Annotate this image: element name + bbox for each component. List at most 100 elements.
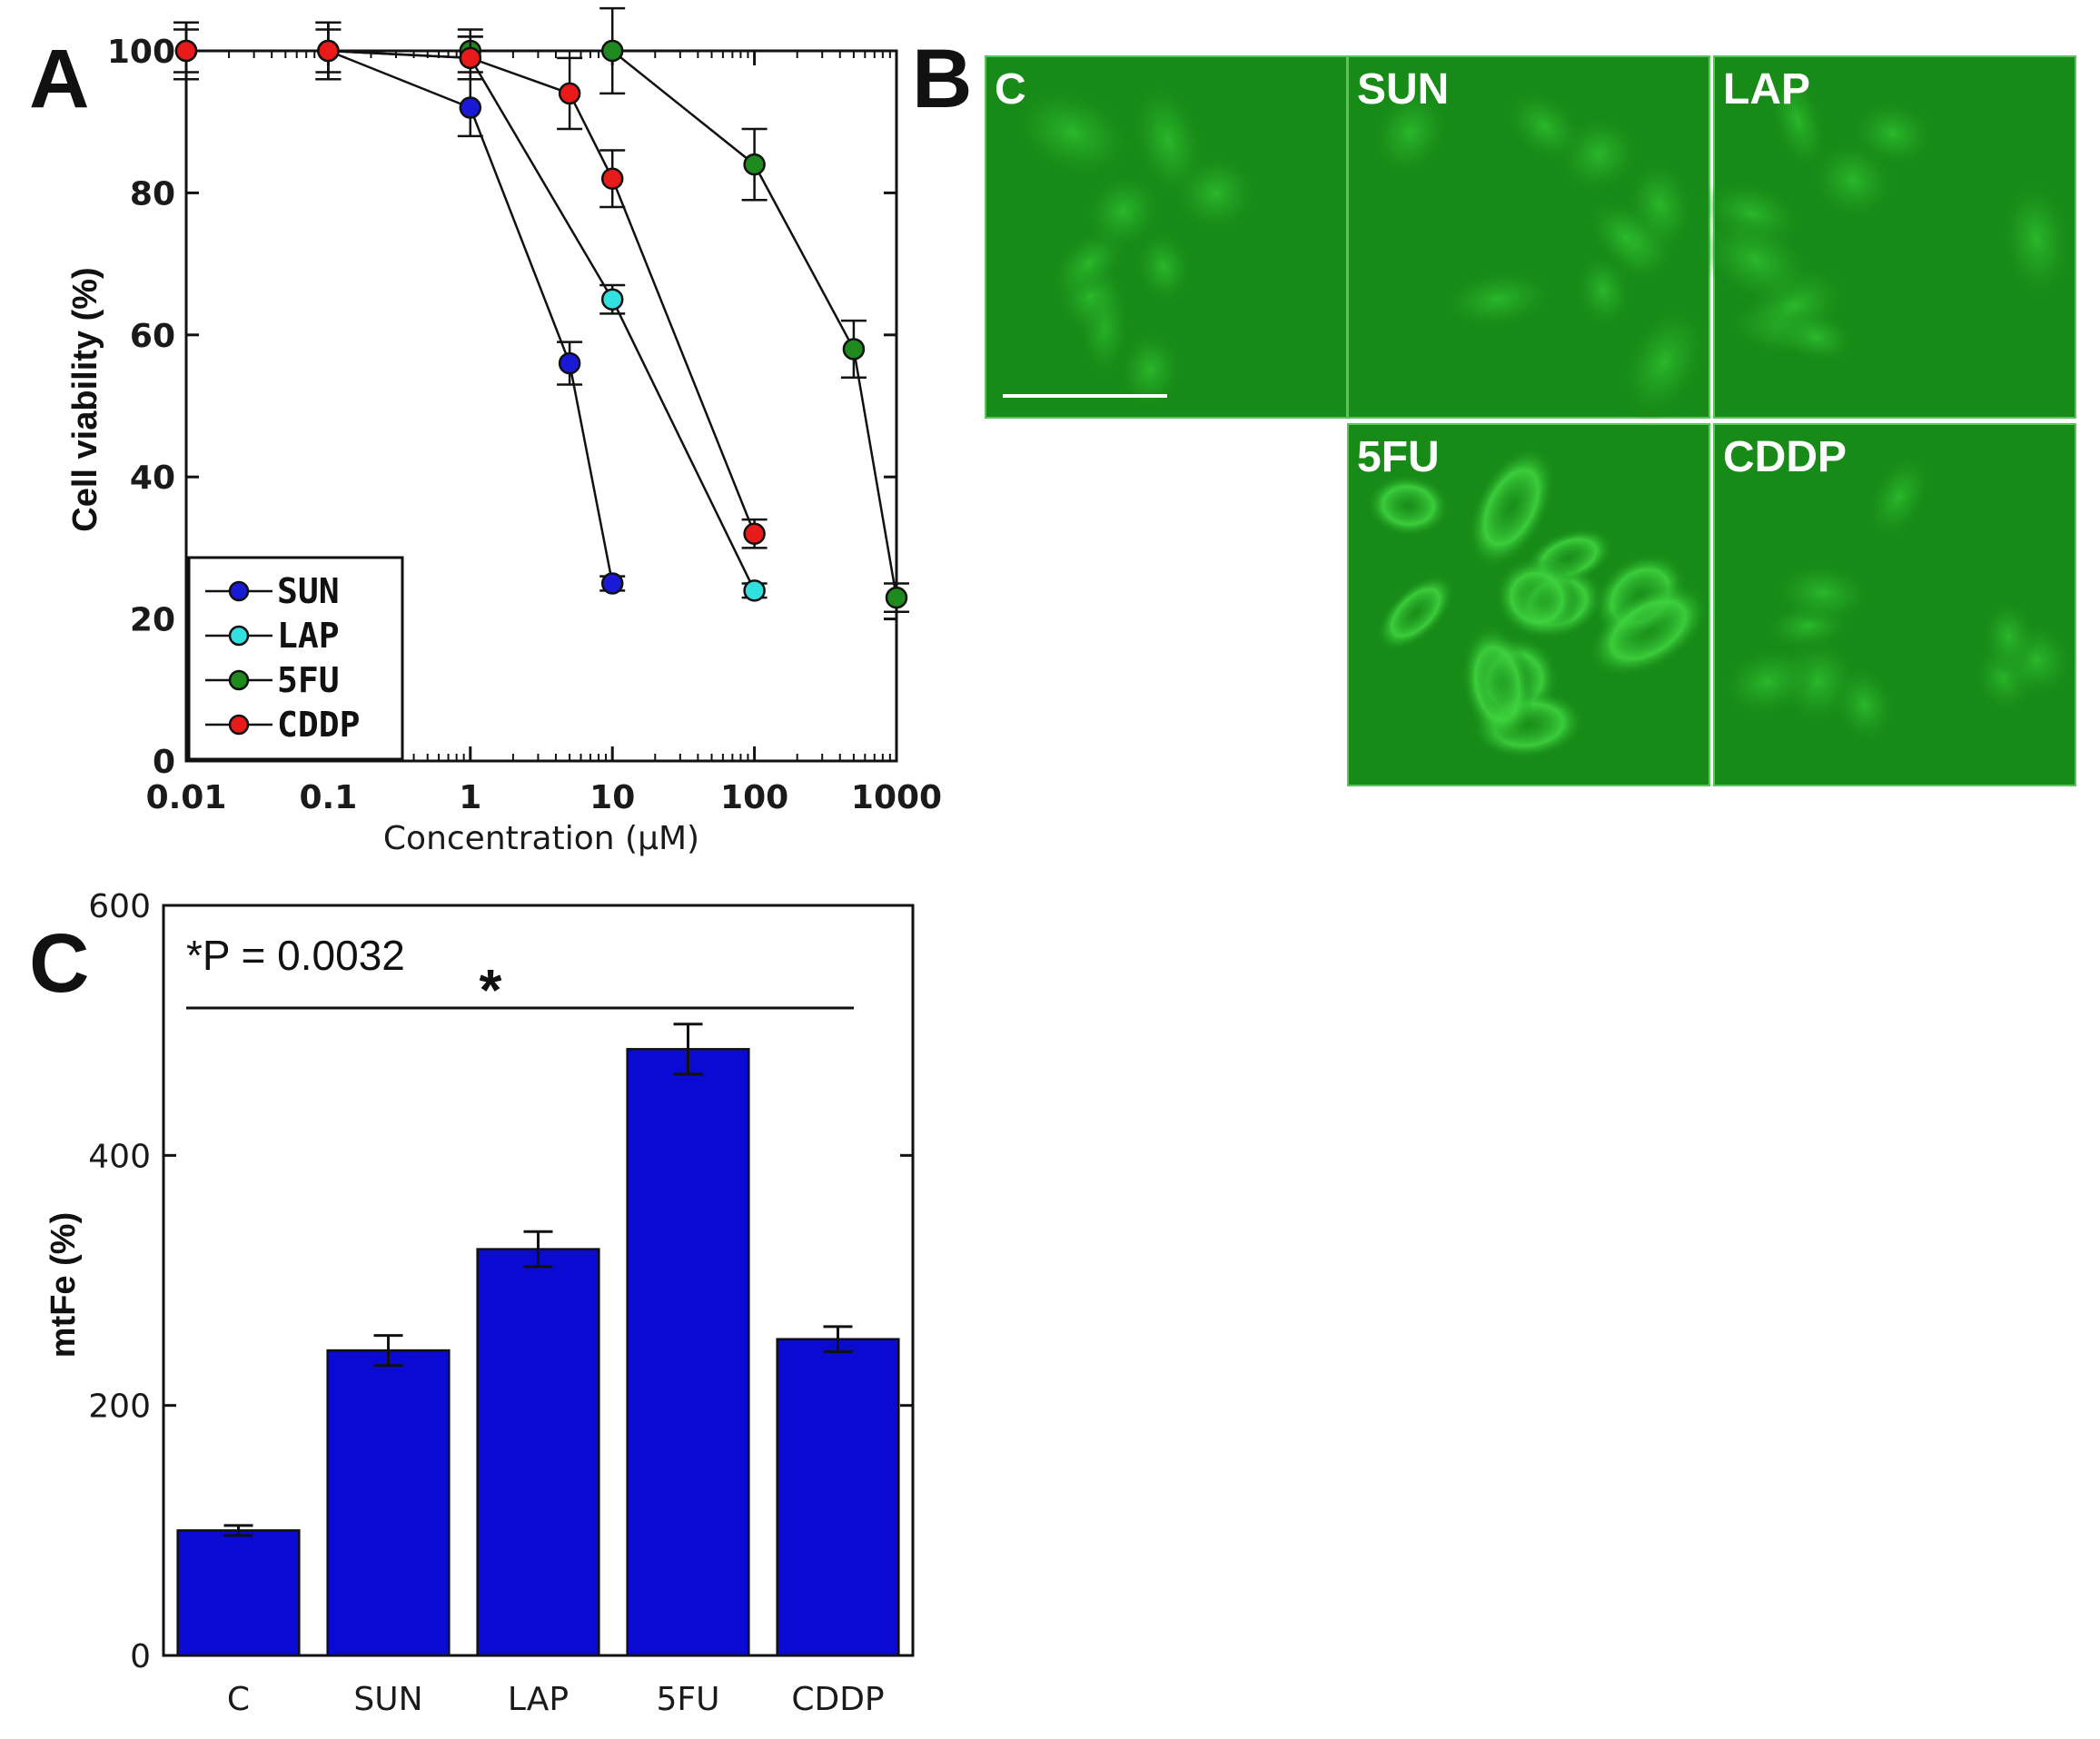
legend-label: SUN xyxy=(277,571,340,611)
data-point-lap xyxy=(743,579,766,602)
micrograph-label: LAP xyxy=(1723,65,1810,114)
bar-rect xyxy=(776,1338,900,1657)
cell-blob xyxy=(1864,451,1934,542)
y-tick-label: 0 xyxy=(130,1638,151,1675)
y-tick-label: 60 xyxy=(130,318,175,355)
data-point-sun xyxy=(600,572,624,595)
legend-label: CDDP xyxy=(277,705,361,745)
cell-blob xyxy=(1718,643,1818,720)
cell-blob xyxy=(1998,175,2075,303)
x-tick-label: CDDP xyxy=(791,1681,884,1718)
panel-a-viability-chart: A 0 20 40 60 80 100 0.01 0.1 1 10 100 1000 Concentr… xyxy=(29,6,942,857)
significance-star: * xyxy=(480,957,502,1023)
micrograph-label: 5FU xyxy=(1357,433,1440,481)
x-tick-label: 10 xyxy=(589,779,635,816)
legend-marker xyxy=(228,625,250,647)
micrograph-c: C xyxy=(985,55,1348,419)
legend-marker xyxy=(228,669,250,691)
data-point-5fu xyxy=(842,338,866,361)
bar-5fu xyxy=(626,1023,750,1657)
cell-blob xyxy=(1466,445,1557,570)
legend-label: 5FU xyxy=(277,660,340,700)
micrograph-tiles: C SUN LAP 5FU CDDP xyxy=(985,55,2077,786)
legend-label: LAP xyxy=(277,616,340,656)
x-tick-label: 5FU xyxy=(657,1681,720,1718)
bar-rect xyxy=(476,1248,600,1657)
micrograph-sun: SUN xyxy=(1347,55,1710,423)
p-value-annotation: *P = 0.0032 xyxy=(186,932,405,979)
cell-blob xyxy=(1438,267,1558,331)
x-tick-label: 0.01 xyxy=(146,779,227,816)
panel-a-tick-labels: 0 20 40 60 80 100 0.01 0.1 1 10 100 1000 xyxy=(107,34,942,816)
cell-blob xyxy=(1133,226,1194,307)
micrograph-label: CDDP xyxy=(1723,433,1847,481)
cell-blob xyxy=(1697,213,1817,308)
panel-a-letter: A xyxy=(29,33,89,125)
panel-c-tick-labels: 0 200 400 600 C SUN LAP 5FU CDDP xyxy=(88,888,884,1718)
x-tick-label: 1 xyxy=(459,779,481,816)
micrograph-5fu: 5FU xyxy=(1347,423,1710,786)
series-cddp xyxy=(173,21,768,549)
legend-item-lap: LAP xyxy=(205,616,340,656)
cell-blob xyxy=(1171,151,1262,235)
cell-blob xyxy=(1115,327,1184,412)
bar-rect xyxy=(176,1529,301,1657)
panel-b-letter: B xyxy=(912,33,972,125)
data-point-5fu xyxy=(885,586,908,609)
legend-marker xyxy=(228,580,250,602)
micrograph-lap: LAP xyxy=(1697,55,2076,419)
x-tick-label: 0.1 xyxy=(300,779,358,816)
series-sun xyxy=(173,21,626,595)
cell-blob xyxy=(1082,169,1165,253)
data-point-5fu xyxy=(600,39,624,63)
data-point-cddp xyxy=(459,46,482,70)
y-tick-label: 0 xyxy=(153,744,175,781)
legend-item-cddp: CDDP xyxy=(205,705,361,745)
data-point-sun xyxy=(558,351,581,375)
cell-blob xyxy=(1573,250,1634,331)
panel-b-micrographs: B C SUN LAP 5FU CDDP xyxy=(912,33,2077,786)
y-tick-label: 20 xyxy=(130,602,175,639)
panel-c-ticks xyxy=(163,904,913,1657)
data-point-cddp xyxy=(317,39,340,63)
data-point-5fu xyxy=(743,153,766,176)
cell-blob xyxy=(1375,573,1456,652)
bar-sun xyxy=(326,1334,451,1657)
y-tick-label: 80 xyxy=(130,175,175,212)
cell-blob xyxy=(1767,65,1829,175)
y-tick-label: 400 xyxy=(88,1138,151,1175)
micrograph-label: SUN xyxy=(1357,65,1449,114)
bar-rect xyxy=(326,1349,451,1657)
series-line-sun xyxy=(186,49,614,584)
cell-blob xyxy=(1618,301,1709,423)
panel-a-x-axis-label: Concentration (µM) xyxy=(383,820,699,857)
cell-blob xyxy=(1769,560,1876,626)
cell-blob xyxy=(1776,309,1858,365)
data-point-cddp xyxy=(174,39,198,63)
micrograph-cddp: CDDP xyxy=(1713,423,2077,786)
panel-c-y-axis-label: mtFe (%) xyxy=(45,1212,83,1358)
x-tick-label: SUN xyxy=(353,1681,422,1718)
bar-lap xyxy=(476,1230,600,1657)
micrograph-label: C xyxy=(995,65,1026,114)
series-5fu xyxy=(173,6,909,614)
cell-blob xyxy=(1461,623,1534,745)
bar-c xyxy=(176,1524,301,1657)
data-point-cddp xyxy=(558,82,581,105)
cell-blob xyxy=(1808,138,1898,222)
y-tick-label: 100 xyxy=(107,34,175,71)
cell-blob xyxy=(1369,84,1452,181)
x-tick-label: LAP xyxy=(508,1681,569,1718)
cell-blob xyxy=(1831,663,1898,746)
legend-item-sun: SUN xyxy=(205,571,340,611)
panel-c-bars xyxy=(176,1023,900,1657)
series-line-5fu xyxy=(186,49,898,598)
panel-a-series xyxy=(173,6,909,614)
cell-blob xyxy=(1365,473,1451,538)
bar-cddp xyxy=(776,1325,900,1657)
cell-blob xyxy=(1584,196,1669,279)
legend-marker xyxy=(228,714,250,736)
cell-blob xyxy=(1587,582,1710,678)
